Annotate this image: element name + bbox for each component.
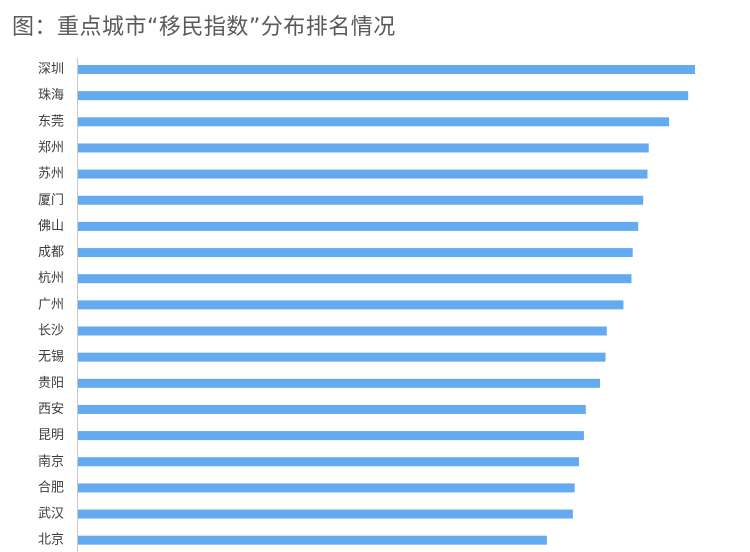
category-label-4: 苏州 xyxy=(38,166,64,182)
category-label-2: 东莞 xyxy=(38,114,64,129)
bar-10 xyxy=(78,326,607,336)
bar-7 xyxy=(78,248,633,258)
category-label-5: 厦门 xyxy=(38,193,64,208)
bar-12 xyxy=(78,378,600,388)
category-label-13: 西安 xyxy=(38,402,64,417)
bar-2 xyxy=(78,117,670,127)
bar-8 xyxy=(78,274,632,284)
category-label-18: 北京 xyxy=(38,533,64,548)
category-label-11: 无锡 xyxy=(38,350,64,365)
category-label-1: 珠海 xyxy=(38,88,64,103)
bar-11 xyxy=(78,352,606,362)
category-label-12: 贵阳 xyxy=(38,376,64,391)
category-label-7: 成都 xyxy=(38,245,64,260)
bar-15 xyxy=(78,457,579,467)
category-label-6: 佛山 xyxy=(38,219,64,234)
bars xyxy=(78,65,695,545)
category-label-10: 长沙 xyxy=(38,324,64,339)
bar-0 xyxy=(78,65,695,74)
category-label-14: 昆明 xyxy=(38,428,64,443)
bar-4 xyxy=(78,169,648,179)
bar-1 xyxy=(78,91,689,101)
bar-6 xyxy=(78,221,639,231)
category-label-8: 杭州 xyxy=(38,271,64,286)
bar-9 xyxy=(78,300,624,310)
bar-3 xyxy=(78,143,649,153)
bar-17 xyxy=(78,509,573,519)
bar-13 xyxy=(78,404,586,414)
chart-title: 图：重点城市“移民指数”分布排名情况 xyxy=(12,15,396,40)
category-label-9: 广州 xyxy=(38,297,64,312)
category-label-17: 武汉 xyxy=(38,507,64,522)
category-label-0: 深圳 xyxy=(38,62,64,77)
category-label-15: 南京 xyxy=(38,453,64,469)
category-label-16: 合肥 xyxy=(38,480,64,495)
bar-18 xyxy=(78,535,547,545)
bar-16 xyxy=(78,483,575,493)
category-label-3: 郑州 xyxy=(38,140,64,155)
bar-5 xyxy=(78,195,644,205)
bar-14 xyxy=(78,431,584,441)
